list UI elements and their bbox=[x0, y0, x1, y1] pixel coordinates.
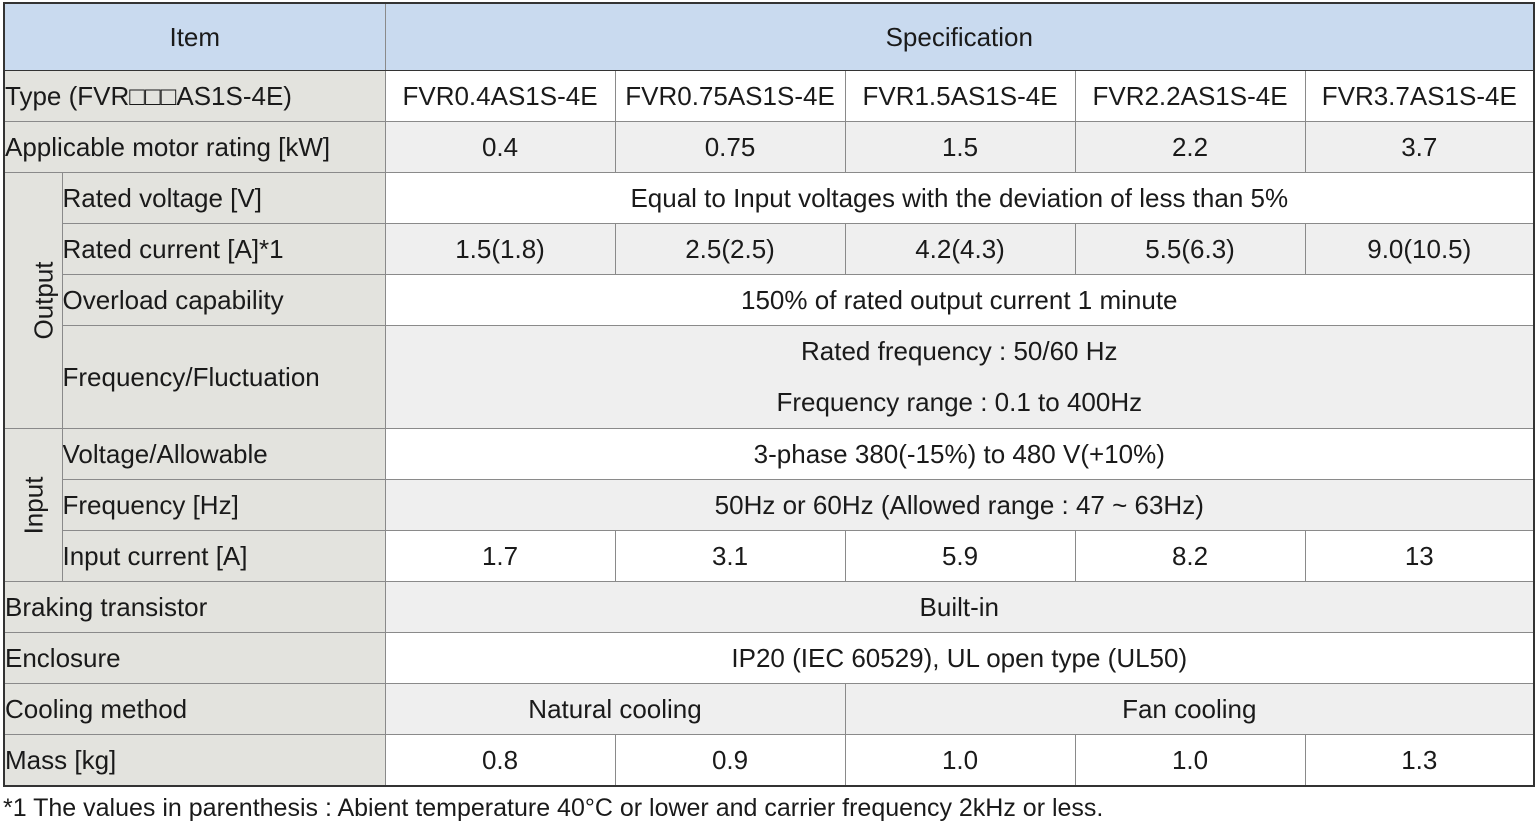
rated-current-label: Rated current [A]*1 bbox=[61, 223, 386, 275]
row-cooling: Cooling method Natural cooling Fan cooli… bbox=[3, 683, 1535, 735]
frequency-fluctuation-label: Frequency/Fluctuation bbox=[61, 325, 386, 429]
type-value: FVR1.5AS1S-4E bbox=[844, 70, 1076, 122]
row-input-frequency: Frequency [Hz] 50Hz or 60Hz (Allowed ran… bbox=[4, 479, 1535, 531]
spec-table: Item Specification Type (FVR□□□AS1S-4E) … bbox=[3, 2, 1536, 787]
row-braking: Braking transistor Built-in bbox=[3, 581, 1535, 633]
rated-current-value: 4.2(4.3) bbox=[844, 223, 1076, 275]
header-item: Item bbox=[3, 2, 386, 71]
row-input-current: Input current [A] 1.7 3.1 5.9 8.2 13 bbox=[4, 530, 1535, 582]
input-current-value: 5.9 bbox=[844, 530, 1076, 582]
mass-value: 1.0 bbox=[844, 734, 1076, 787]
frequency-fluctuation-value: Rated frequency : 50/60 Hz Frequency ran… bbox=[384, 325, 1535, 429]
input-current-value: 13 bbox=[1304, 530, 1535, 582]
row-rated-current: Rated current [A]*1 1.5(1.8) 2.5(2.5) 4.… bbox=[4, 223, 1535, 275]
motor-rating-value: 0.4 bbox=[384, 121, 616, 173]
motor-rating-value: 2.2 bbox=[1074, 121, 1306, 173]
type-value: FVR2.2AS1S-4E bbox=[1074, 70, 1306, 122]
output-group-label: Output bbox=[3, 172, 63, 429]
rated-current-value: 1.5(1.8) bbox=[384, 223, 616, 275]
row-type: Type (FVR□□□AS1S-4E) FVR0.4AS1S-4E FVR0.… bbox=[3, 70, 1535, 122]
mass-label: Mass [kg] bbox=[3, 734, 386, 787]
overload-value: 150% of rated output current 1 minute bbox=[384, 274, 1535, 326]
rated-voltage-label: Rated voltage [V] bbox=[61, 172, 386, 224]
input-group-text: Input bbox=[18, 476, 49, 534]
row-enclosure: Enclosure IP20 (IEC 60529), UL open type… bbox=[3, 632, 1535, 684]
cooling-natural-value: Natural cooling bbox=[384, 683, 846, 735]
header-specification: Specification bbox=[384, 2, 1535, 71]
row-overload: Overload capability 150% of rated output… bbox=[4, 274, 1535, 326]
frequency-range-text: Frequency range : 0.1 to 400Hz bbox=[776, 387, 1143, 417]
rated-frequency-text: Rated frequency : 50/60 Hz bbox=[801, 336, 1118, 366]
cooling-label: Cooling method bbox=[3, 683, 386, 735]
motor-rating-value: 0.75 bbox=[614, 121, 846, 173]
row-motor-rating: Applicable motor rating [kW] 0.4 0.75 1.… bbox=[3, 121, 1535, 173]
enclosure-value: IP20 (IEC 60529), UL open type (UL50) bbox=[384, 632, 1535, 684]
rated-current-value: 9.0(10.5) bbox=[1304, 223, 1535, 275]
mass-value: 0.8 bbox=[384, 734, 616, 787]
row-rated-voltage: Output Rated voltage [V] Equal to Input … bbox=[3, 172, 1535, 429]
cooling-fan-value: Fan cooling bbox=[844, 683, 1535, 735]
footnote: *1 The values in parenthesis : Abient te… bbox=[3, 794, 1104, 822]
input-voltage-value: 3-phase 380(-15%) to 480 V(+10%) bbox=[384, 428, 1535, 480]
mass-value: 0.9 bbox=[614, 734, 846, 787]
rated-voltage-value: Equal to Input voltages with the deviati… bbox=[384, 172, 1535, 224]
type-value: FVR3.7AS1S-4E bbox=[1304, 70, 1535, 122]
rated-current-value: 5.5(6.3) bbox=[1074, 223, 1306, 275]
braking-label: Braking transistor bbox=[3, 581, 386, 633]
input-group-label: Input bbox=[3, 428, 63, 582]
input-current-value: 3.1 bbox=[614, 530, 846, 582]
input-frequency-label: Frequency [Hz] bbox=[61, 479, 386, 531]
type-value: FVR0.75AS1S-4E bbox=[614, 70, 846, 122]
type-value: FVR0.4AS1S-4E bbox=[384, 70, 616, 122]
input-frequency-value: 50Hz or 60Hz (Allowed range : 47 ~ 63Hz) bbox=[384, 479, 1535, 531]
input-current-label: Input current [A] bbox=[61, 530, 386, 582]
mass-value: 1.3 bbox=[1304, 734, 1535, 787]
header-row: Item Specification bbox=[3, 2, 1535, 71]
row-mass: Mass [kg] 0.8 0.9 1.0 1.0 1.3 bbox=[3, 734, 1535, 787]
type-label: Type (FVR□□□AS1S-4E) bbox=[3, 70, 386, 122]
overload-label: Overload capability bbox=[61, 274, 386, 326]
output-group-text: Output bbox=[28, 261, 59, 340]
enclosure-label: Enclosure bbox=[3, 632, 386, 684]
mass-value: 1.0 bbox=[1074, 734, 1306, 787]
row-input-voltage: Input Voltage/Allowable 3-phase 380(-15%… bbox=[3, 428, 1535, 582]
rated-current-value: 2.5(2.5) bbox=[614, 223, 846, 275]
motor-rating-value: 1.5 bbox=[844, 121, 1076, 173]
braking-value: Built-in bbox=[384, 581, 1535, 633]
motor-rating-label: Applicable motor rating [kW] bbox=[3, 121, 386, 173]
input-current-value: 8.2 bbox=[1074, 530, 1306, 582]
input-voltage-label: Voltage/Allowable bbox=[61, 428, 386, 480]
motor-rating-value: 3.7 bbox=[1304, 121, 1535, 173]
input-current-value: 1.7 bbox=[384, 530, 616, 582]
